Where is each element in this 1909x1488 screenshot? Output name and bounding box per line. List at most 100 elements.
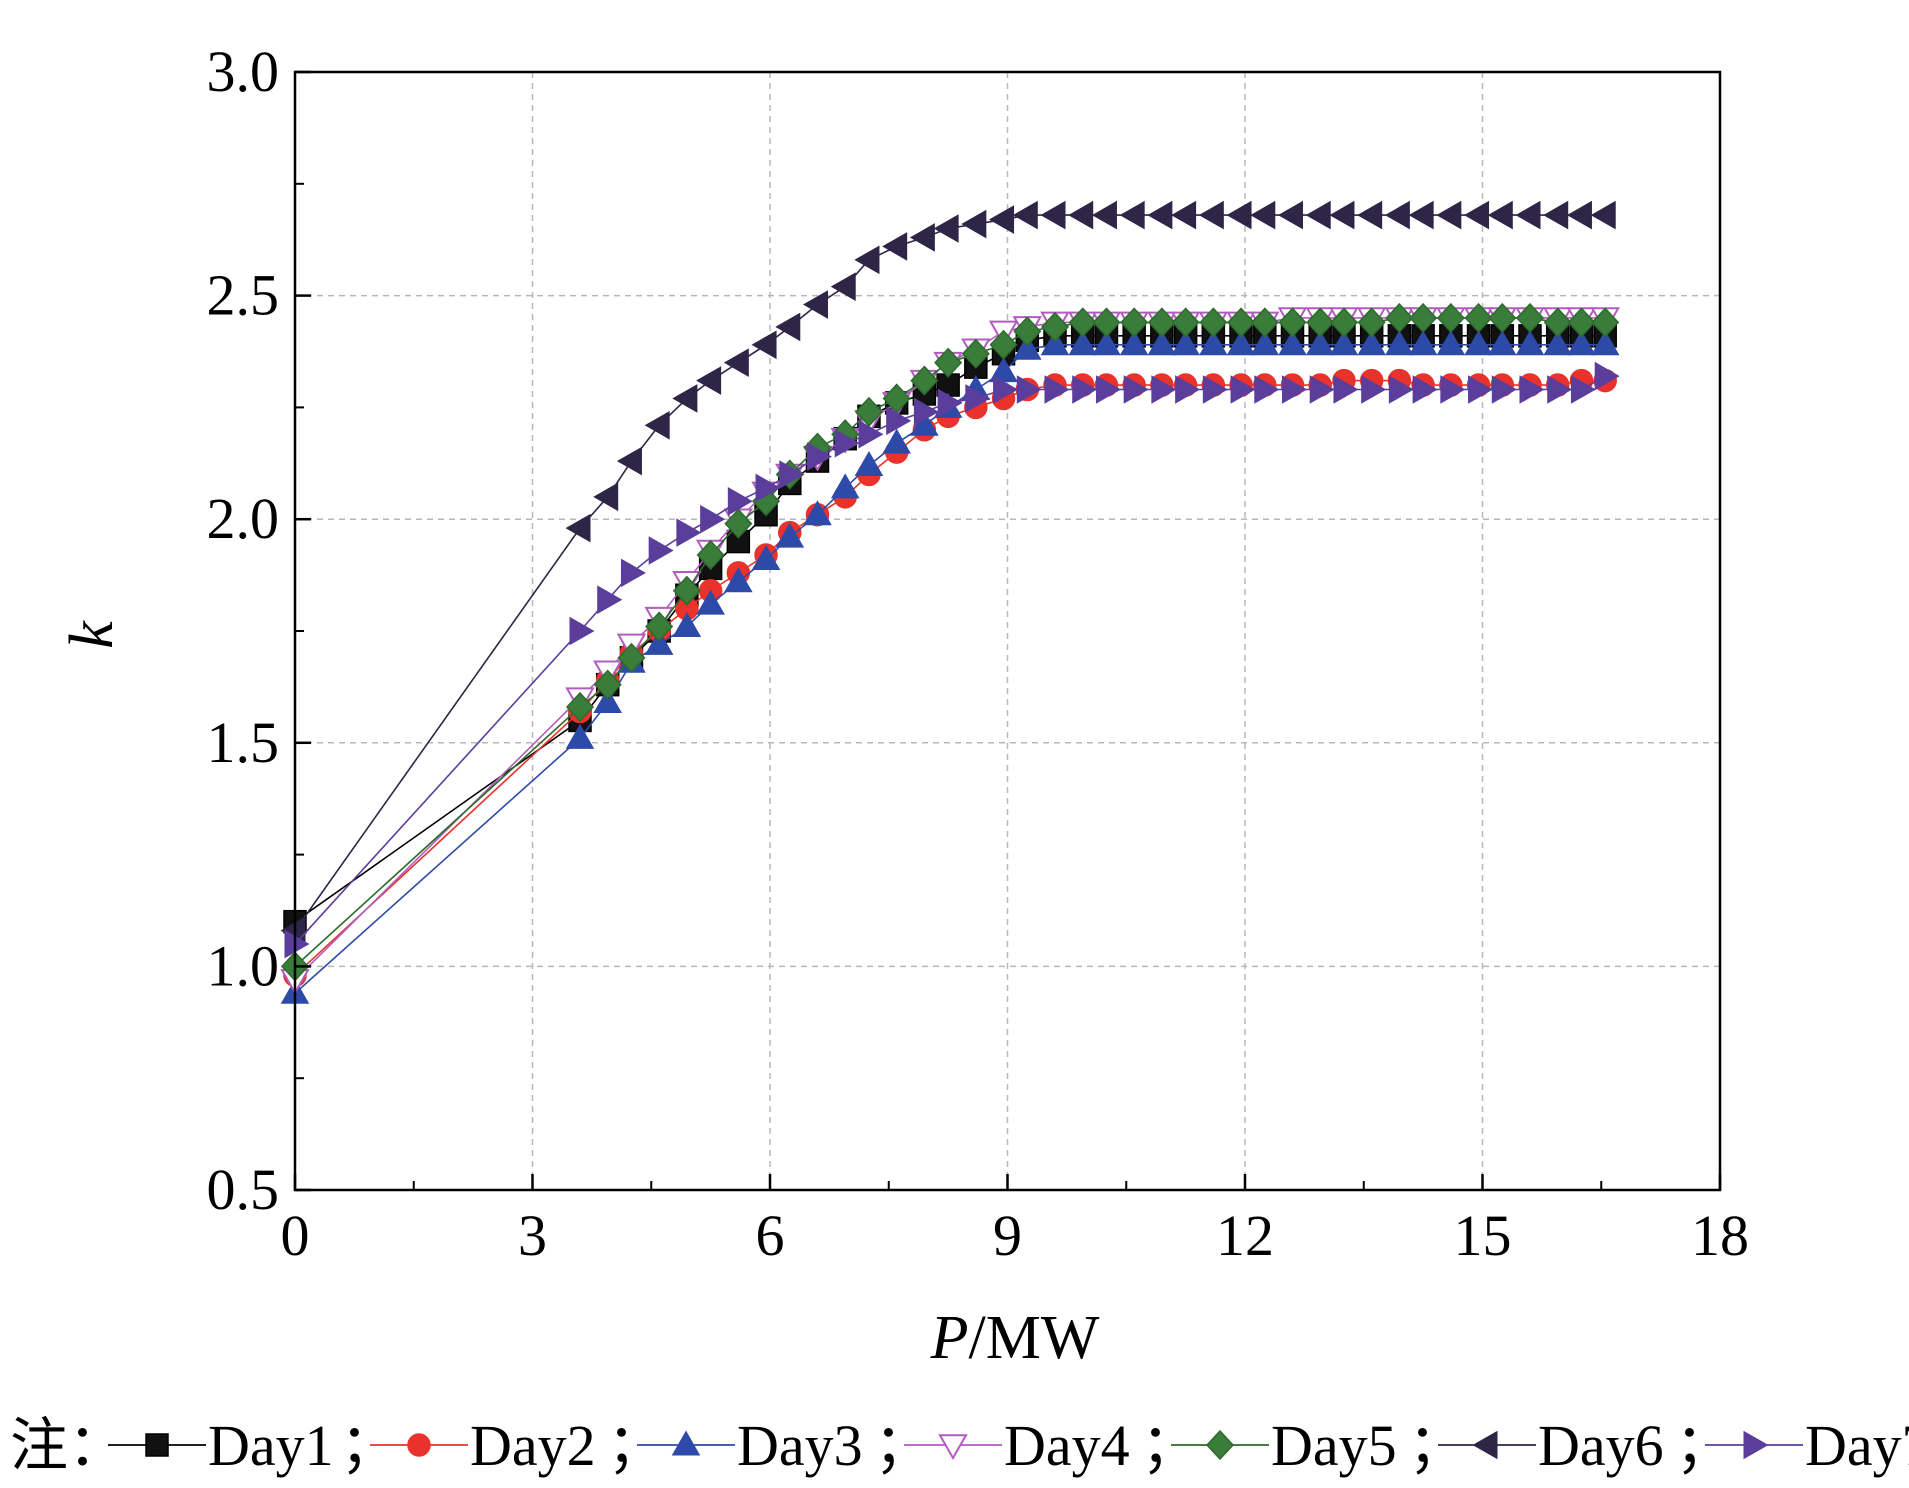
marker-diamond	[1488, 302, 1517, 334]
marker-triangle-left	[1147, 200, 1173, 230]
grid	[295, 72, 1720, 1190]
marker-triangle-up	[671, 1430, 701, 1456]
marker-triangle-left	[1357, 200, 1383, 230]
x-tick-label: 15	[1454, 1203, 1512, 1268]
marker-diamond	[1436, 302, 1465, 334]
marker-diamond	[934, 347, 963, 378]
marker-triangle-right	[1072, 375, 1098, 404]
x-axis-title: P/MW	[930, 1304, 1100, 1372]
marker-triangle-right	[1282, 375, 1308, 404]
marker-triangle-right	[676, 518, 702, 547]
marker-diamond	[1120, 307, 1149, 338]
marker-triangle-right	[1016, 375, 1042, 404]
series-line-day7	[294, 375, 1606, 945]
x-axis-title-unit: /MW	[969, 1304, 1100, 1372]
marker-triangle-right	[993, 375, 1019, 404]
marker-triangle-right	[1230, 375, 1256, 404]
marker-triangle-left	[1329, 200, 1355, 230]
marker-triangle-right	[1743, 1430, 1769, 1460]
tick-labels: 0 3 6 9 12 15 18 0.5 1.0 1.5 2.0 2.5 3.0	[207, 39, 1750, 1268]
marker-triangle-up	[1408, 330, 1438, 356]
marker-triangle-left	[723, 348, 749, 377]
marker-triangle-left	[1305, 200, 1331, 230]
legend-item-day2: Day2；	[370, 1413, 665, 1478]
marker-triangle-up	[724, 567, 753, 593]
marker-triangle-left	[1171, 200, 1197, 230]
marker-diamond	[1591, 307, 1620, 338]
marker-diamond	[565, 691, 595, 723]
y-tick-label: 3.0	[207, 39, 280, 104]
marker-triangle-right	[1570, 375, 1596, 404]
marker-triangle-up	[1147, 330, 1177, 356]
series-day3	[280, 330, 1620, 1004]
marker-triangle-right	[1361, 375, 1387, 404]
marker-triangle-up	[1385, 330, 1414, 356]
marker-triangle-right	[965, 384, 991, 413]
marker-triangle-left	[1068, 200, 1094, 230]
marker-triangle-up	[593, 688, 623, 714]
series-layer	[280, 200, 1620, 1004]
legend-label: Day4	[1004, 1413, 1130, 1478]
legend-label: Day2	[470, 1413, 596, 1478]
legend-prefix: 注：	[10, 1413, 126, 1478]
marker-triangle-right	[1123, 375, 1149, 404]
marker-triangle-left	[1487, 200, 1513, 230]
marker-triangle-left	[802, 290, 828, 319]
marker-triangle-down	[938, 1434, 968, 1461]
marker-triangle-right	[597, 585, 623, 614]
marker-triangle-right	[569, 616, 595, 646]
marker-triangle-left	[933, 214, 959, 243]
marker-triangle-left	[565, 513, 591, 543]
marker-triangle-left	[1543, 200, 1569, 230]
marker-diamond	[1306, 307, 1335, 338]
marker-triangle-left	[1277, 200, 1303, 230]
marker-triangle-up	[1040, 330, 1070, 356]
marker-diamond	[1205, 1429, 1235, 1461]
legend-item-day3: Day3；	[637, 1413, 932, 1478]
marker-triangle-up	[1278, 330, 1307, 356]
marker-diamond	[593, 669, 622, 700]
marker-triangle-up	[1487, 330, 1517, 356]
marker-triangle-up	[1012, 334, 1042, 360]
x-tick-label: 12	[1216, 1203, 1274, 1268]
marker-diamond	[1464, 302, 1493, 334]
marker-triangle-right	[913, 397, 939, 427]
marker-triangle-up	[1515, 330, 1545, 356]
marker-diamond	[989, 329, 1018, 360]
marker-triangle-right	[1333, 375, 1359, 404]
marker-triangle-left	[1472, 1430, 1498, 1460]
marker-triangle-left	[830, 272, 856, 301]
marker-triangle-right	[755, 473, 781, 503]
marker-triangle-left	[1436, 200, 1462, 230]
marker-triangle-right	[1491, 375, 1517, 404]
marker-diamond	[854, 396, 883, 427]
series-day7	[284, 361, 1620, 959]
marker-triangle-up	[882, 428, 911, 454]
marker-diamond	[1409, 302, 1438, 334]
marker-triangle-left	[1515, 200, 1541, 230]
x-tick-label: 0	[281, 1203, 310, 1268]
marker-diamond	[1543, 307, 1572, 338]
marker-triangle-right	[1440, 375, 1466, 404]
x-tick-label: 9	[993, 1203, 1022, 1268]
marker-diamond	[1227, 307, 1256, 338]
x-axis-title-symbol: P	[930, 1304, 969, 1372]
marker-diamond	[1567, 307, 1596, 338]
marker-triangle-right	[1468, 375, 1494, 404]
y-tick-label: 1.0	[207, 933, 280, 998]
marker-triangle-left	[1384, 200, 1410, 230]
legend-item-day7: Day7。	[1705, 1413, 1909, 1478]
marker-triangle-left	[989, 205, 1015, 234]
legend: 注：Day1；Day2；Day3；Day4；Day5；Day6；Day7。	[10, 1413, 1909, 1478]
marker-triangle-up	[1543, 330, 1573, 356]
marker-diamond	[672, 575, 701, 606]
marker-triangle-left	[1590, 200, 1616, 230]
marker-triangle-right	[937, 388, 963, 418]
marker-diamond	[1171, 307, 1200, 338]
marker-triangle-up	[830, 473, 860, 499]
marker-triangle-up	[1357, 330, 1386, 356]
series-day2	[283, 368, 1617, 988]
marker-triangle-right	[886, 406, 912, 436]
marker-triangle-right	[1412, 375, 1438, 404]
